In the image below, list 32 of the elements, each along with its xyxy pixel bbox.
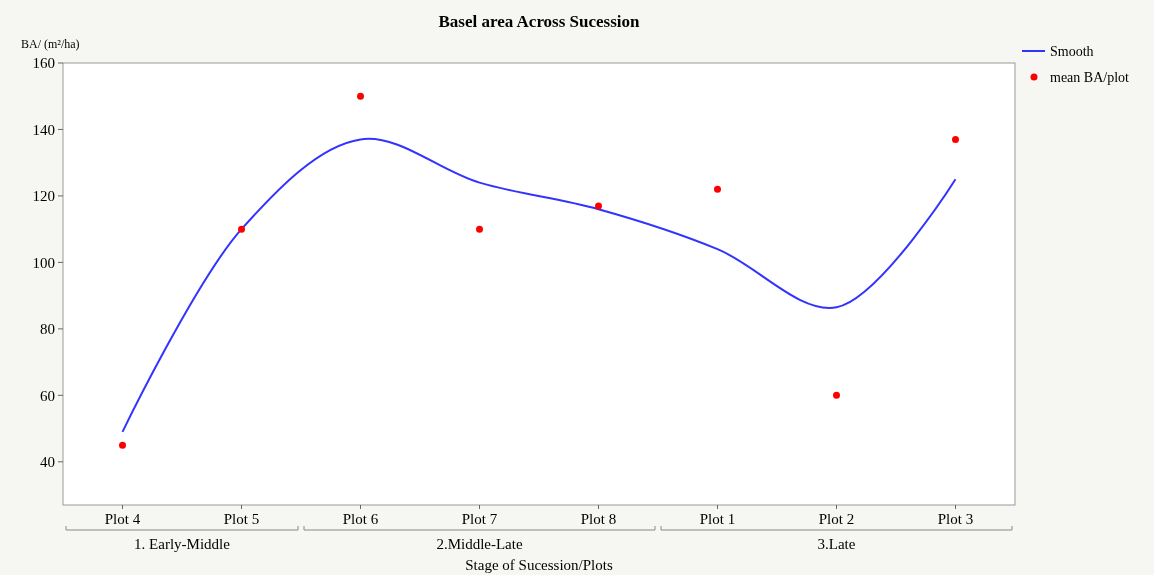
chart-title: Basel area Across Sucession — [438, 12, 641, 31]
y-tick-label: 140 — [32, 121, 55, 138]
y-tick-label: 120 — [32, 188, 55, 205]
point — [952, 135, 959, 143]
text: 2.Middle-Late — [436, 536, 523, 552]
point — [595, 202, 602, 210]
point — [476, 225, 483, 233]
point — [833, 391, 840, 399]
x-tick-label: Plot 3 — [937, 511, 974, 527]
line-series — [121, 137, 957, 433]
text: 3.Late — [817, 536, 856, 552]
y-tick-label: 160 — [32, 55, 55, 72]
y-tick-label: 40 — [40, 454, 55, 471]
y-axis-title: BA/ (m²/ha) — [21, 37, 80, 51]
legend-label: Smooth — [1050, 43, 1094, 59]
x-tick-label: Plot 7 — [461, 511, 498, 527]
x-tick-label: Plot 4 — [104, 511, 141, 527]
point — [357, 92, 364, 100]
x-tick-label: Plot 2 — [818, 511, 855, 527]
y-tick-label: 60 — [40, 387, 55, 404]
point — [119, 441, 126, 449]
x-tick-label: Plot 5 — [223, 511, 260, 527]
text: 1. Early-Middle — [134, 536, 231, 552]
y-tick-label: 100 — [32, 254, 55, 271]
legend-label: mean BA/plot — [1050, 69, 1130, 85]
point — [238, 225, 245, 233]
x-tick-label: Plot 8 — [580, 511, 617, 527]
y-tick-label: 80 — [40, 321, 55, 338]
x-tick-label: Plot 1 — [699, 511, 736, 527]
point — [714, 185, 721, 193]
x-axis-title: Stage of Sucession/Plots — [465, 557, 613, 573]
x-tick-label: Plot 6 — [342, 511, 379, 527]
